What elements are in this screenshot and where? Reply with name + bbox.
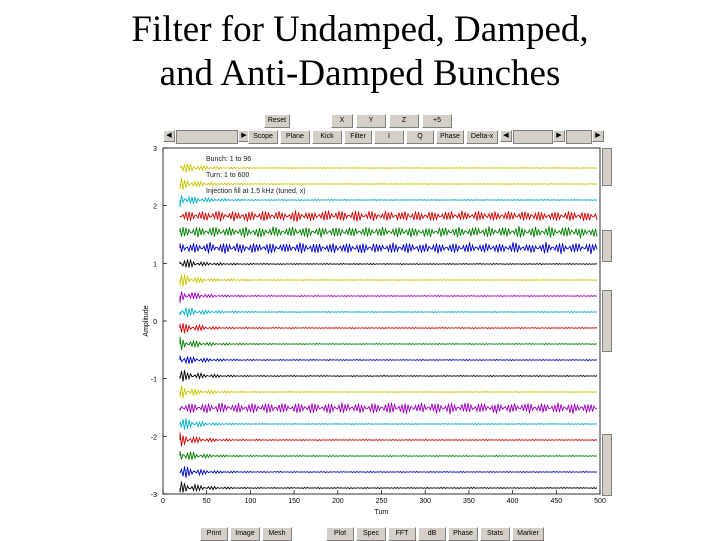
x-tick-label: 50 <box>203 498 211 505</box>
x-tick-label: 400 <box>507 498 519 505</box>
trace-line <box>179 418 598 430</box>
x-tick-label: 250 <box>376 498 388 505</box>
vertical-slider-4[interactable] <box>602 434 612 496</box>
trace-line <box>179 451 598 460</box>
spec-button[interactable]: Spec <box>356 527 386 541</box>
plot-button[interactable]: Plot <box>326 527 354 541</box>
slide-title: Filter for Undamped, Damped, and Anti-Da… <box>0 8 720 96</box>
filter-button[interactable]: Filter <box>344 130 372 144</box>
phase2-button[interactable]: Phase <box>448 527 478 541</box>
scroll-left-arrow-icon[interactable]: ◀ <box>500 130 512 142</box>
q-button[interactable]: Q <box>406 130 434 144</box>
phase-button[interactable]: Phase <box>436 130 464 144</box>
kick-button[interactable]: Kick <box>312 130 342 144</box>
y-button[interactable]: Y <box>356 114 386 128</box>
y-tick-label: -2 <box>151 434 157 441</box>
x-button[interactable]: X <box>331 114 353 128</box>
x-tick-label: 0 <box>161 498 165 505</box>
y-tick-label: 1 <box>153 261 157 268</box>
reset-button[interactable]: Reset <box>264 114 290 128</box>
trace-line <box>179 291 598 303</box>
x-tick-label: 300 <box>419 498 431 505</box>
trace-line <box>179 242 598 255</box>
trace-line <box>179 402 598 415</box>
i-button[interactable]: I <box>374 130 404 144</box>
trace-line <box>179 259 598 269</box>
trace-line <box>179 225 598 239</box>
title-line-2: and Anti-Damped Bunches <box>159 53 561 94</box>
trace-line <box>179 163 598 173</box>
bunch-annotation: Bunch: 1 to 96 <box>206 156 252 163</box>
trace-line <box>179 177 598 190</box>
scroll-right-arrow-icon[interactable]: ▶ <box>553 130 565 142</box>
left-slider[interactable] <box>176 130 238 144</box>
scroll-left-arrow-icon[interactable]: ◀ <box>163 130 175 142</box>
y-axis-label: Amplitude <box>143 305 150 336</box>
image-button[interactable]: Image <box>230 527 260 541</box>
trace-line <box>179 274 598 287</box>
trace-line <box>179 195 598 208</box>
x-tick-label: 200 <box>332 498 344 505</box>
x-tick-label: 150 <box>288 498 300 505</box>
stats-button[interactable]: Stats <box>480 527 510 541</box>
x-tick-label: 100 <box>245 498 257 505</box>
trace-line <box>179 370 598 382</box>
plane-button[interactable]: Plane <box>280 130 310 144</box>
y-tick-label: -1 <box>151 377 157 384</box>
trace-line <box>179 307 598 317</box>
vertical-slider-1[interactable] <box>602 148 612 186</box>
turn-annotation: Turn: 1 to 600 <box>206 172 250 179</box>
y-tick-label: 2 <box>153 204 157 211</box>
x-tick-label: 350 <box>463 498 475 505</box>
trace-line <box>179 481 598 493</box>
trace-line <box>179 336 598 351</box>
print-button[interactable]: Print <box>200 527 228 541</box>
title-line-1: Filter for Undamped, Damped, <box>131 9 589 50</box>
trace-line <box>179 385 598 399</box>
db-button[interactable]: dB <box>418 527 446 541</box>
plus5-button-a[interactable]: +5 <box>422 114 452 128</box>
info-annotation: Injection fill at 1.5 kHz (tuned, x) <box>206 188 306 195</box>
right-slider-a[interactable] <box>513 130 553 144</box>
vertical-slider-3[interactable] <box>602 290 612 352</box>
x-tick-label: 450 <box>550 498 562 505</box>
scope-button[interactable]: Scope <box>248 130 278 144</box>
right-slider-b[interactable] <box>566 130 592 144</box>
trace-line <box>179 323 598 334</box>
y-tick-label: 3 <box>153 146 157 153</box>
vertical-slider-2[interactable] <box>602 230 612 262</box>
x-axis-label: Turn <box>374 509 388 516</box>
trace-line <box>179 432 598 447</box>
z-button[interactable]: Z <box>389 114 419 128</box>
y-tick-label: 0 <box>153 319 157 326</box>
trace-line <box>179 355 598 365</box>
mesh-button[interactable]: Mesh <box>262 527 292 541</box>
marker-button[interactable]: Marker <box>512 527 544 541</box>
trace-group <box>179 163 598 493</box>
x-tick-label: 500 <box>594 498 606 505</box>
y-tick-label: -3 <box>151 492 157 499</box>
scroll-right-arrow-icon[interactable]: ▶ <box>592 130 604 142</box>
trace-line <box>179 210 598 222</box>
plot-axes: 0 50 100 150 200 250 300 350 400 450 500 Turn 3 2 1 0 -1… <box>143 146 606 516</box>
delta-x-button[interactable]: Delta-x <box>466 130 498 144</box>
trace-line <box>179 466 598 478</box>
fft-button[interactable]: FFT <box>388 527 416 541</box>
